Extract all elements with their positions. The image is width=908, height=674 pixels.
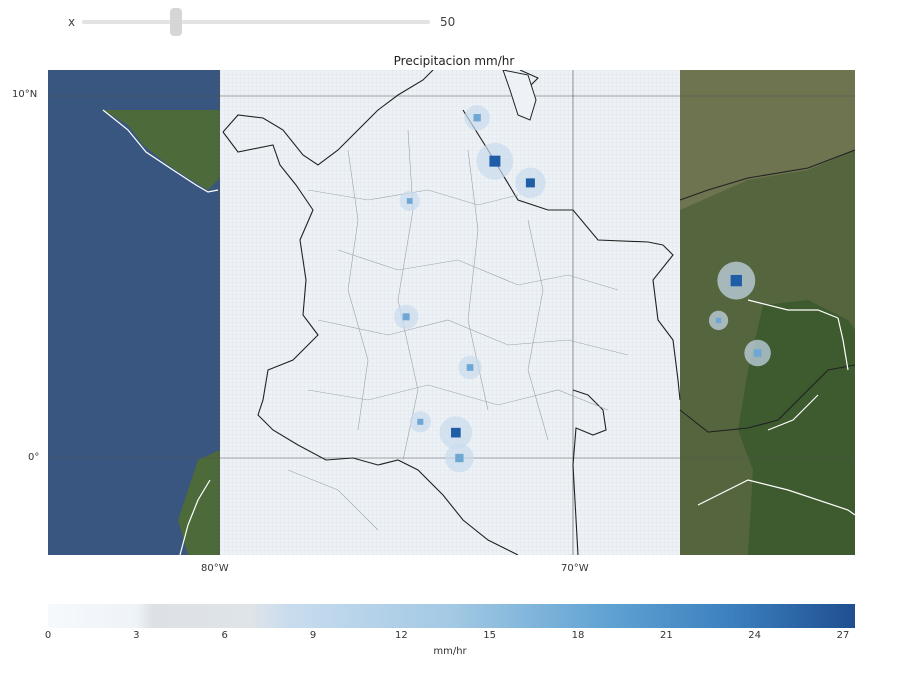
lake-maracaibo	[502, 70, 537, 121]
precip-cell	[466, 364, 474, 371]
colorbar-unit: mm/hr	[433, 646, 467, 657]
precip-cell	[473, 114, 481, 122]
colorbar-tick: 27	[836, 630, 850, 641]
precip-cell	[753, 349, 762, 357]
colorbar-tick: 15	[483, 630, 497, 641]
map-view[interactable]	[48, 70, 855, 555]
precip-cell	[489, 155, 501, 167]
central-america-land	[103, 110, 220, 190]
precip-cell	[402, 313, 410, 321]
country-borders	[222, 70, 855, 555]
precip-cell	[451, 427, 461, 438]
colorbar-tick: 24	[748, 630, 762, 641]
slider-value: 50	[440, 15, 456, 29]
colorbar-tick: 6	[221, 630, 228, 641]
colorbar-tick: 12	[394, 630, 408, 641]
colorbar-tick: 0	[44, 630, 52, 641]
map-title: Precipitacion mm/hr	[393, 54, 515, 68]
precip-cell	[406, 198, 413, 204]
slider-handle[interactable]	[169, 8, 182, 36]
precip-cell	[417, 418, 424, 425]
precip-cell	[455, 453, 464, 463]
ecuador-coast-land	[178, 450, 220, 555]
admin-boundaries	[287, 129, 629, 531]
precipitation-layer	[393, 104, 771, 473]
coastlines	[102, 109, 855, 555]
precip-cell	[730, 274, 742, 287]
colorbar-tick: 21	[659, 630, 673, 641]
colorbar-tick: 18	[571, 630, 585, 641]
map-canvas	[48, 70, 855, 555]
lat-label-0: 0°	[28, 452, 40, 463]
colorbar-tick: 9	[309, 630, 317, 641]
precip-cell	[715, 317, 722, 324]
time-slider[interactable]: x 50	[60, 8, 480, 36]
slider-label: x	[68, 15, 76, 29]
lat-label-10n: 10°N	[12, 89, 38, 100]
lon-label-70w: 70°W	[561, 563, 589, 574]
colorbar-tick: 3	[133, 630, 140, 641]
lon-label-80w: 80°W	[201, 563, 229, 574]
precipitation-grid	[220, 70, 680, 555]
precip-cell	[525, 178, 535, 188]
colorbar	[48, 604, 855, 628]
slider-track[interactable]	[82, 20, 430, 24]
